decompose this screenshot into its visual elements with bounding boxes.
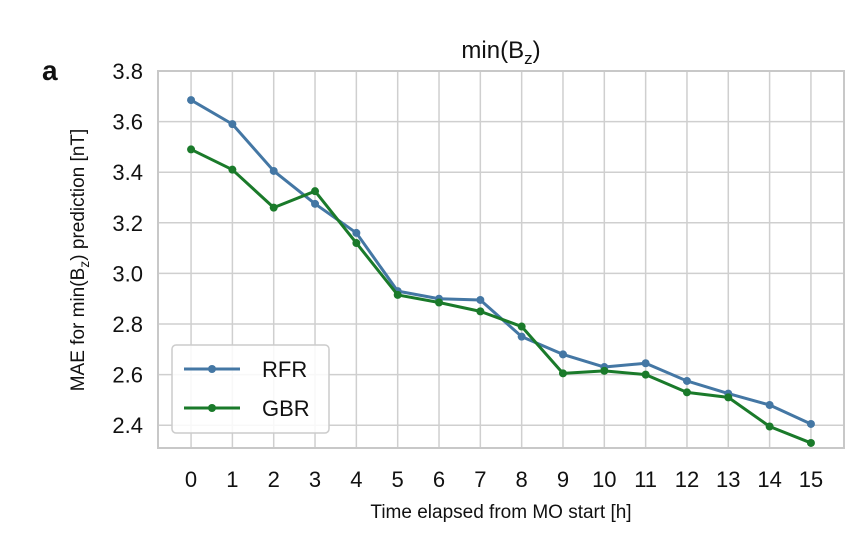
data-point-rfr	[641, 359, 650, 368]
y-tick-label: 2.4	[112, 413, 143, 438]
data-point-gbr	[228, 165, 237, 174]
data-point-gbr	[558, 369, 567, 378]
data-point-rfr	[228, 120, 237, 129]
data-point-rfr	[517, 332, 526, 341]
x-tick-label: 10	[592, 467, 616, 492]
x-tick-label: 1	[226, 467, 238, 492]
panel-label: a	[42, 55, 58, 86]
x-tick-label: 9	[557, 467, 569, 492]
data-point-rfr	[765, 400, 774, 409]
x-tick-label: 6	[433, 467, 445, 492]
data-point-gbr	[435, 298, 444, 307]
x-tick-label: 11	[634, 467, 657, 492]
data-point-rfr	[682, 376, 691, 385]
legend: RFR GBR	[171, 344, 330, 434]
x-tick-label: 7	[474, 467, 486, 492]
series-line-gbr	[189, 147, 813, 445]
data-point-rfr	[476, 295, 485, 304]
data-point-gbr	[765, 422, 774, 431]
legend-label-gbr: GBR	[262, 396, 310, 421]
y-tick-label: 3.8	[112, 59, 143, 84]
x-tick-label: 5	[392, 467, 404, 492]
legend-marker-gbr	[208, 404, 216, 412]
data-point-gbr	[352, 239, 361, 248]
x-axis-label: Time elapsed from MO start [h]	[370, 502, 631, 523]
data-point-gbr	[476, 307, 485, 316]
legend-label-rfr: RFR	[262, 357, 307, 382]
series-lines	[187, 96, 815, 447]
x-tick-label: 13	[716, 467, 740, 492]
data-point-gbr	[682, 388, 691, 397]
data-point-rfr	[352, 228, 361, 237]
y-tick-label: 2.6	[112, 363, 143, 388]
y-tick-label: 2.8	[112, 312, 143, 337]
grid	[158, 70, 844, 448]
x-tick-label: 2	[268, 467, 280, 492]
x-tick-label: 4	[350, 467, 362, 492]
data-point-gbr	[641, 370, 650, 379]
data-point-gbr	[311, 187, 320, 196]
y-axis-label: MAE for min(Bz) prediction [nT]	[68, 129, 92, 392]
y-tick-label: 3.0	[112, 261, 143, 286]
data-point-rfr	[187, 96, 196, 105]
x-tick-label: 8	[516, 467, 528, 492]
data-point-rfr	[558, 350, 567, 359]
data-point-rfr	[806, 419, 815, 428]
y-tick-label: 3.6	[112, 110, 143, 135]
y-tick-labels: 2.4 2.6 2.8 3.0 3.2 3.4 3.6 3.8	[112, 59, 143, 438]
data-point-rfr	[311, 199, 320, 208]
x-tick-label: 14	[757, 467, 781, 492]
data-point-gbr	[187, 145, 196, 154]
y-tick-label: 3.4	[112, 160, 143, 185]
x-tick-label: 0	[185, 467, 197, 492]
plot-frame	[157, 70, 845, 449]
data-point-gbr	[517, 322, 526, 331]
data-point-gbr	[393, 290, 402, 299]
data-point-gbr	[600, 366, 609, 375]
x-tick-label: 3	[309, 467, 321, 492]
data-point-gbr	[806, 438, 815, 447]
x-tick-labels: 0 1 2 3 4 5 6 7 8 9 10 11 12 13 14 15	[185, 467, 823, 492]
data-point-gbr	[269, 203, 278, 212]
data-point-rfr	[269, 166, 278, 175]
x-tick-label: 15	[799, 467, 823, 492]
y-tick-label: 3.2	[112, 211, 143, 236]
x-tick-label: 12	[675, 467, 699, 492]
chart-title: min(Bz)	[461, 37, 540, 68]
legend-marker-rfr	[208, 365, 216, 373]
data-point-gbr	[724, 393, 733, 402]
